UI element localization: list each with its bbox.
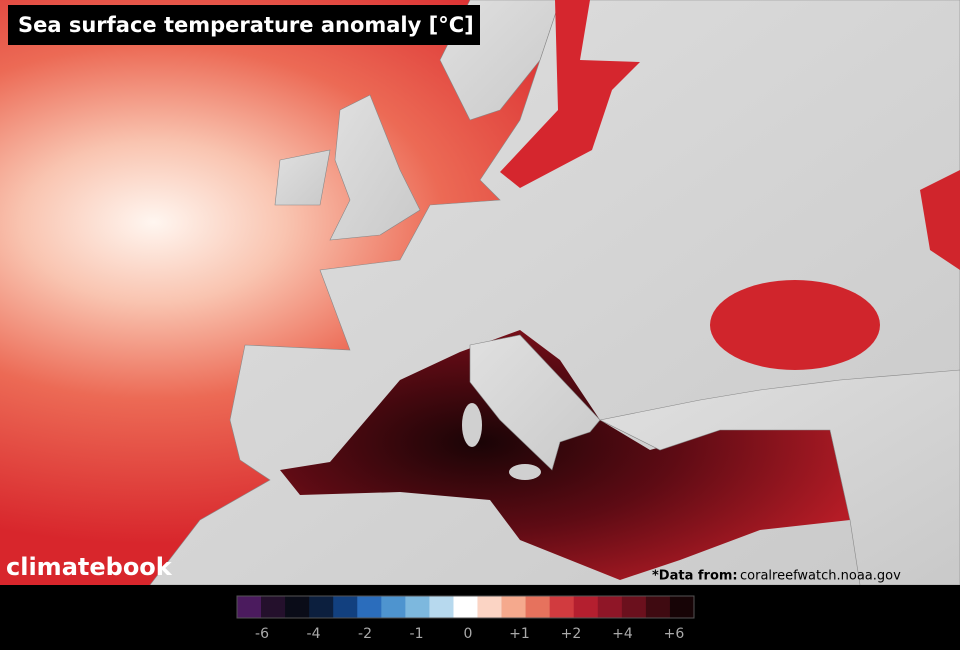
sea [500, 0, 640, 188]
color-swatch [573, 596, 599, 618]
color-swatch [381, 596, 406, 618]
color-swatch [621, 596, 647, 618]
source-url: coralreefwatch.noaa.gov [740, 569, 901, 584]
color-swatch [237, 596, 262, 618]
colorbar-tick-label: -6 [255, 626, 269, 642]
color-swatch [357, 596, 382, 618]
land [274, 149, 331, 206]
colorbar-frame [236, 595, 695, 619]
island [462, 403, 482, 447]
color-swatch [597, 596, 623, 618]
land [469, 334, 601, 471]
colorbar-tick-label: -2 [358, 626, 372, 642]
colorbar-tick-label: -4 [307, 626, 321, 642]
color-swatch [285, 596, 310, 618]
colorbar-tick-label: +2 [561, 626, 582, 642]
title: Sea surface temperature anomaly [°C] [18, 13, 474, 37]
island [509, 464, 541, 480]
color-swatch [477, 596, 502, 618]
color-swatch [309, 596, 334, 618]
land [599, 369, 960, 586]
colorbar: -6 -4 -2 -1 0 +1 +2 +4 +6 [236, 595, 695, 642]
color-swatch [501, 596, 526, 618]
source-prefix: *Data from: [652, 569, 738, 584]
color-swatch [429, 596, 454, 618]
colorbar-tick-label: 0 [464, 626, 473, 642]
color-swatch [405, 596, 430, 618]
title-box [8, 5, 480, 45]
colorbar-tick-label: +4 [612, 626, 633, 642]
color-swatch [645, 596, 671, 618]
colorbar-tick-label: +6 [664, 626, 685, 642]
color-swatch [261, 596, 286, 618]
logo: climatebook [6, 553, 173, 581]
color-swatch [669, 596, 695, 618]
sea [920, 170, 960, 270]
land [329, 94, 421, 241]
color-swatch [549, 596, 575, 618]
sea [710, 280, 880, 370]
sea [280, 330, 850, 580]
colorbar-tick-label: +1 [509, 626, 530, 642]
color-swatch [333, 596, 358, 618]
color-swatch [453, 596, 478, 618]
color-swatch [525, 596, 550, 618]
colorbar-tick-label: -1 [410, 626, 424, 642]
